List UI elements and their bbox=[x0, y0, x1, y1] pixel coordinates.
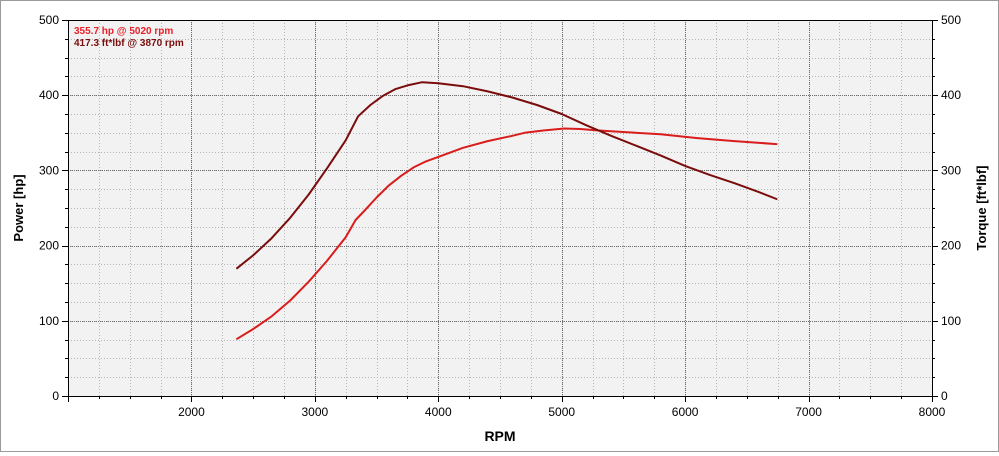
y-tick-label-left: 0 bbox=[52, 389, 59, 403]
y-axis-label-right: Torque [ft*lbf] bbox=[974, 166, 989, 251]
axis-ticks bbox=[62, 20, 938, 402]
y-tick-label-right: 0 bbox=[941, 389, 948, 403]
torque-peak-annotation: 417.3 ft*lbf @ 3870 rpm bbox=[74, 38, 184, 49]
x-tick-label: 7000 bbox=[795, 405, 822, 419]
x-tick-label: 3000 bbox=[302, 405, 329, 419]
x-tick-label: 8000 bbox=[919, 405, 946, 419]
y-axis-label-left: Power [hp] bbox=[11, 174, 26, 241]
y-tick-label-left: 400 bbox=[39, 88, 59, 102]
y-tick-label-left: 200 bbox=[39, 239, 59, 253]
y-tick-label-right: 200 bbox=[941, 239, 961, 253]
torque-curve bbox=[236, 81, 778, 270]
x-tick-label: 5000 bbox=[548, 405, 575, 419]
x-tick-label: 2000 bbox=[178, 405, 205, 419]
y-tick-label-left: 300 bbox=[39, 163, 59, 177]
y-tick-label-right: 100 bbox=[941, 314, 961, 328]
y-tick-label-left: 500 bbox=[39, 13, 59, 27]
x-axis-label: RPM bbox=[484, 428, 515, 444]
y-tick-label-left: 100 bbox=[39, 314, 59, 328]
y-tick-label-right: 500 bbox=[941, 13, 961, 27]
tick-labels: 2000 3000 4000 5000 6000 7000 8000 0 0 100 100 200 2… bbox=[39, 13, 961, 419]
y-tick-label-right: 400 bbox=[941, 88, 961, 102]
x-tick-label: 4000 bbox=[425, 405, 452, 419]
series-layer bbox=[236, 81, 778, 340]
power-peak-annotation: 355.7 hp @ 5020 rpm bbox=[74, 26, 173, 37]
y-tick-label-right: 300 bbox=[941, 163, 961, 177]
x-tick-label: 6000 bbox=[672, 405, 699, 419]
power-curve bbox=[236, 127, 778, 340]
